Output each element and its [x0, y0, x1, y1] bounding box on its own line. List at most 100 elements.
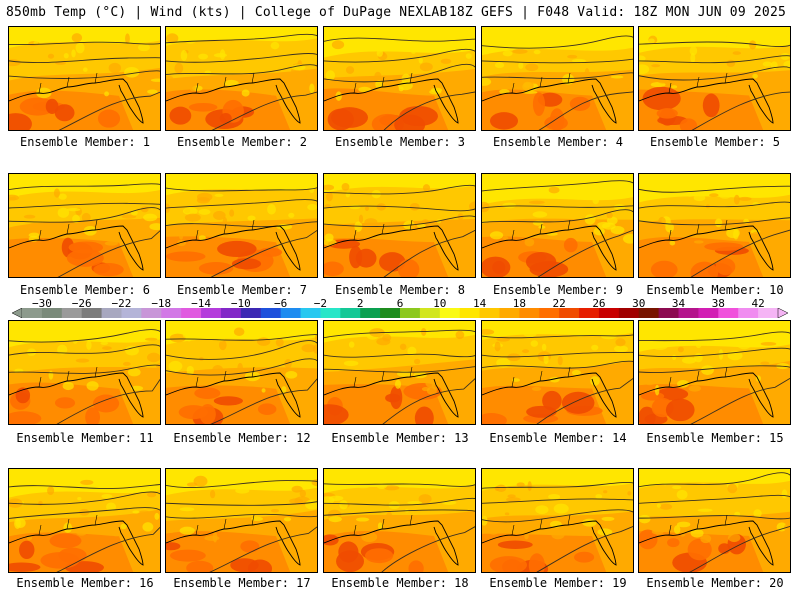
field-texture — [695, 339, 702, 349]
temperature-contour — [639, 185, 790, 193]
state-border — [195, 72, 255, 94]
ensemble-member-map — [638, 468, 791, 573]
field-texture — [349, 204, 361, 210]
field-texture — [104, 241, 119, 246]
field-texture — [324, 184, 335, 191]
colorbar-swatch — [161, 308, 182, 318]
field-texture — [125, 345, 139, 356]
field-texture — [399, 343, 407, 350]
field-texture — [673, 525, 681, 535]
field-texture — [184, 213, 201, 222]
coastline — [166, 78, 301, 124]
field-texture — [57, 207, 70, 218]
field-texture — [714, 218, 723, 228]
field-texture — [557, 355, 563, 366]
temperature-contour — [9, 364, 160, 374]
hot-spot — [331, 107, 369, 128]
field-texture — [719, 35, 728, 42]
field-texture — [155, 363, 160, 369]
temperature-contour — [166, 33, 317, 44]
temperature-contour — [639, 66, 790, 81]
hot-spot — [231, 258, 262, 270]
field-texture — [529, 74, 541, 84]
coastline — [324, 78, 459, 124]
colorbar-swatch — [81, 308, 103, 318]
field-texture — [601, 516, 615, 521]
temperature-contour — [324, 483, 475, 487]
field-texture — [291, 485, 303, 493]
member-label: Ensemble Member: 8 — [334, 283, 466, 297]
temperature-contour — [9, 202, 160, 209]
field-texture — [100, 341, 109, 345]
field-texture — [299, 489, 306, 498]
field-texture — [732, 51, 741, 55]
field-texture — [315, 62, 317, 71]
ensemble-member-map — [323, 468, 476, 573]
field-texture — [294, 519, 303, 529]
member-label: Ensemble Member: 10 — [646, 283, 784, 297]
temperature-contour — [639, 55, 790, 64]
field-texture — [553, 503, 569, 514]
colorbar-swatch — [698, 308, 719, 318]
field-texture — [212, 365, 224, 374]
field-texture — [499, 89, 510, 95]
ensemble-member-map — [481, 26, 634, 131]
field-texture — [376, 203, 386, 211]
temperature-contour — [536, 526, 633, 572]
colorbar-tick-label: 6 — [396, 297, 404, 310]
state-border — [511, 514, 571, 536]
hot-spot — [394, 114, 426, 130]
colorbar-swatch — [360, 308, 381, 318]
state-border — [195, 514, 255, 536]
colorbar-tick-label: 22 — [552, 297, 566, 310]
state-border — [353, 72, 413, 94]
field-texture — [718, 190, 732, 199]
field-texture — [147, 89, 158, 94]
colorbar-swatch — [41, 308, 63, 318]
field-texture — [80, 479, 94, 485]
ensemble-member-map — [8, 320, 161, 425]
field-texture — [14, 518, 21, 529]
field-texture — [709, 193, 719, 197]
field-texture — [241, 89, 250, 97]
hot-spot — [9, 113, 32, 130]
hot-spot — [178, 405, 208, 420]
field-texture — [572, 327, 588, 337]
state-border — [38, 219, 98, 241]
colorbar-swatch — [61, 308, 83, 318]
temperature-contour — [324, 329, 475, 339]
field-texture — [374, 71, 382, 81]
temperature-contour — [482, 498, 633, 504]
hot-spot — [240, 540, 260, 553]
temperature-contour — [324, 48, 475, 63]
field-texture — [736, 338, 752, 350]
temperature-contour — [639, 331, 790, 342]
field-texture — [219, 339, 227, 351]
field-texture — [147, 352, 160, 363]
field-texture — [289, 498, 304, 504]
field-texture — [213, 210, 226, 220]
field-texture — [132, 510, 140, 514]
state-border — [195, 366, 255, 388]
field-texture — [726, 59, 736, 68]
hot-spot — [497, 540, 533, 549]
member-label: Ensemble Member: 6 — [19, 283, 151, 297]
field-texture — [421, 482, 427, 486]
field-texture — [143, 213, 158, 222]
colorbar-tick-label: −2 — [313, 297, 328, 310]
state-border — [38, 72, 98, 94]
field-texture — [671, 85, 678, 89]
temperature-field — [324, 469, 475, 572]
field-texture — [169, 477, 178, 487]
field-texture — [693, 240, 704, 244]
ensemble-member-map — [165, 173, 318, 278]
field-texture — [167, 526, 175, 534]
colorbar-swatch — [300, 308, 321, 318]
colorbar-tick-label: −26 — [71, 297, 92, 310]
field-texture — [386, 511, 393, 522]
ensemble-member-map — [481, 320, 634, 425]
field-texture — [676, 489, 688, 500]
field-texture — [125, 33, 130, 44]
field-texture — [639, 514, 651, 524]
temperature-contour — [9, 183, 160, 191]
